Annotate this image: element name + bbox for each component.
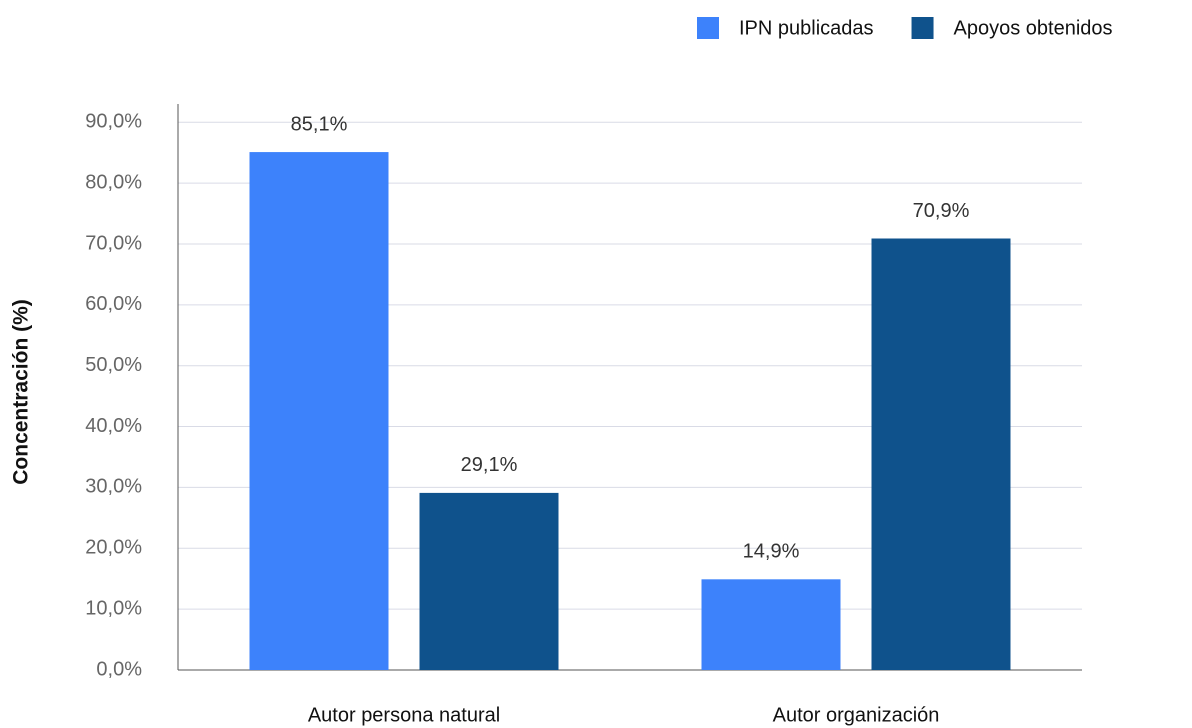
y-tick-label: 50,0%	[85, 354, 142, 376]
legend-label: Apoyos obtenidos	[954, 17, 1113, 39]
data-label: 85,1%	[291, 113, 348, 135]
y-tick-label: 70,0%	[85, 232, 142, 254]
y-axis-title: Concentración (%)	[10, 299, 33, 485]
bar	[419, 492, 559, 670]
y-tick-label: 20,0%	[85, 537, 142, 559]
y-tick-label: 60,0%	[85, 293, 142, 315]
y-tick-label: 0,0%	[96, 658, 142, 680]
bar	[871, 238, 1011, 670]
data-label: 70,9%	[913, 200, 970, 222]
x-tick-label: Autor organización	[773, 704, 940, 726]
bar	[701, 579, 841, 670]
y-tick-label: 30,0%	[85, 476, 142, 498]
data-label: 29,1%	[461, 454, 518, 476]
bar	[249, 152, 389, 670]
legend-swatch	[697, 17, 719, 39]
y-tick-label: 10,0%	[85, 597, 142, 619]
data-label: 14,9%	[743, 541, 800, 563]
y-tick-label: 40,0%	[85, 415, 142, 437]
legend-swatch	[911, 17, 934, 39]
legend-label: IPN publicadas	[739, 17, 874, 39]
y-tick-label: 80,0%	[85, 171, 142, 193]
x-tick-label: Autor persona natural	[308, 704, 500, 726]
y-tick-label: 90,0%	[85, 111, 142, 133]
